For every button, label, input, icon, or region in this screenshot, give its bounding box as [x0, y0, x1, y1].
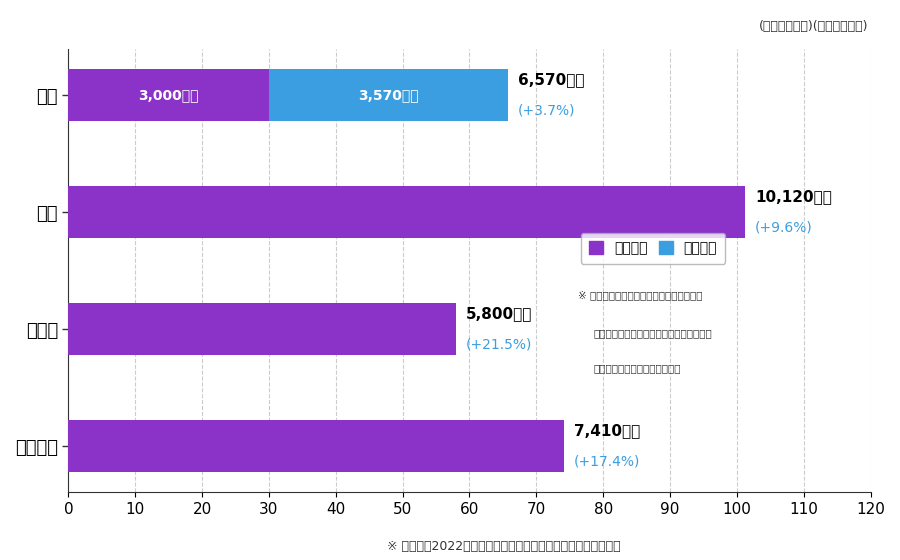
Text: 5,800万円: 5,800万円 — [466, 306, 533, 321]
Text: 7,410万円: 7,410万円 — [574, 423, 640, 438]
Text: 3,570万円: 3,570万円 — [358, 88, 419, 102]
Legend: 現金報酬, 株式報酬: 現金報酬, 株式報酬 — [580, 233, 725, 264]
Bar — [68, 69, 269, 122]
Text: ※ 括弧内は2022年度調査結果からの増減率（現地通貨ベース）: ※ 括弧内は2022年度調査結果からの増減率（現地通貨ベース） — [387, 540, 621, 553]
Text: (+17.4%): (+17.4%) — [574, 454, 640, 468]
Bar — [68, 186, 745, 239]
Text: (中央値ベース)(単位：百万円): (中央値ベース)(単位：百万円) — [759, 20, 868, 32]
Bar — [68, 419, 563, 472]
Text: ※ 社外取締役に対して、一般的に株式報酬: ※ 社外取締役に対して、一般的に株式報酬 — [578, 291, 702, 300]
Text: (+3.7%): (+3.7%) — [518, 103, 575, 117]
Text: (+9.6%): (+9.6%) — [755, 220, 813, 234]
Text: 10,120万円: 10,120万円 — [755, 189, 832, 204]
Text: 6,570万円: 6,570万円 — [518, 72, 584, 87]
Text: 値ベースの内訳を表示している: 値ベースの内訳を表示している — [594, 363, 681, 374]
Text: 3,000万円: 3,000万円 — [139, 88, 199, 102]
Text: が導入されている米国のみについて、中央: が導入されている米国のみについて、中央 — [594, 328, 713, 338]
Bar — [269, 69, 508, 122]
Text: (+21.5%): (+21.5%) — [466, 337, 533, 351]
Bar — [68, 302, 456, 355]
